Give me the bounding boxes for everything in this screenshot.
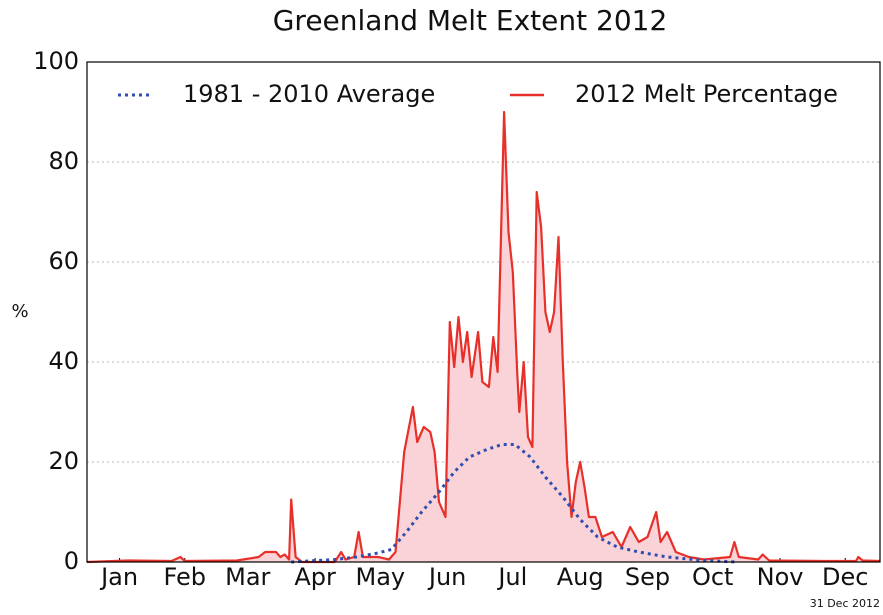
- legend-label: 2012 Melt Percentage: [575, 80, 838, 108]
- plot-frame: [86, 61, 881, 563]
- x-tick-label: Dec: [822, 563, 868, 591]
- x-tick-label: Jun: [427, 563, 467, 591]
- x-tick-label: Oct: [692, 563, 734, 591]
- legend-label: 1981 - 2010 Average: [183, 80, 435, 108]
- chart-title: Greenland Melt Extent 2012: [273, 4, 668, 37]
- y-tick-label: 20: [48, 447, 79, 475]
- x-tick-label: Feb: [164, 563, 207, 591]
- x-tick-label: Sep: [625, 563, 670, 591]
- y-axis-label: %: [11, 301, 28, 322]
- x-tick-label: May: [355, 563, 405, 591]
- x-tick-label: Mar: [225, 563, 270, 591]
- x-tick-label: Aug: [557, 563, 604, 591]
- x-tick-label: Jan: [99, 563, 138, 591]
- x-tick-label: Nov: [757, 563, 804, 591]
- y-tick-label: 100: [33, 47, 79, 75]
- x-tick-label: Apr: [294, 563, 336, 591]
- x-tick-label: Jul: [496, 563, 527, 591]
- y-tick-label: 80: [48, 147, 79, 175]
- date-annotation: 31 Dec 2012: [810, 597, 880, 610]
- melt-area: [87, 112, 880, 562]
- y-tick-label: 60: [48, 247, 79, 275]
- y-tick-label: 0: [64, 547, 79, 575]
- y-tick-label: 40: [48, 347, 79, 375]
